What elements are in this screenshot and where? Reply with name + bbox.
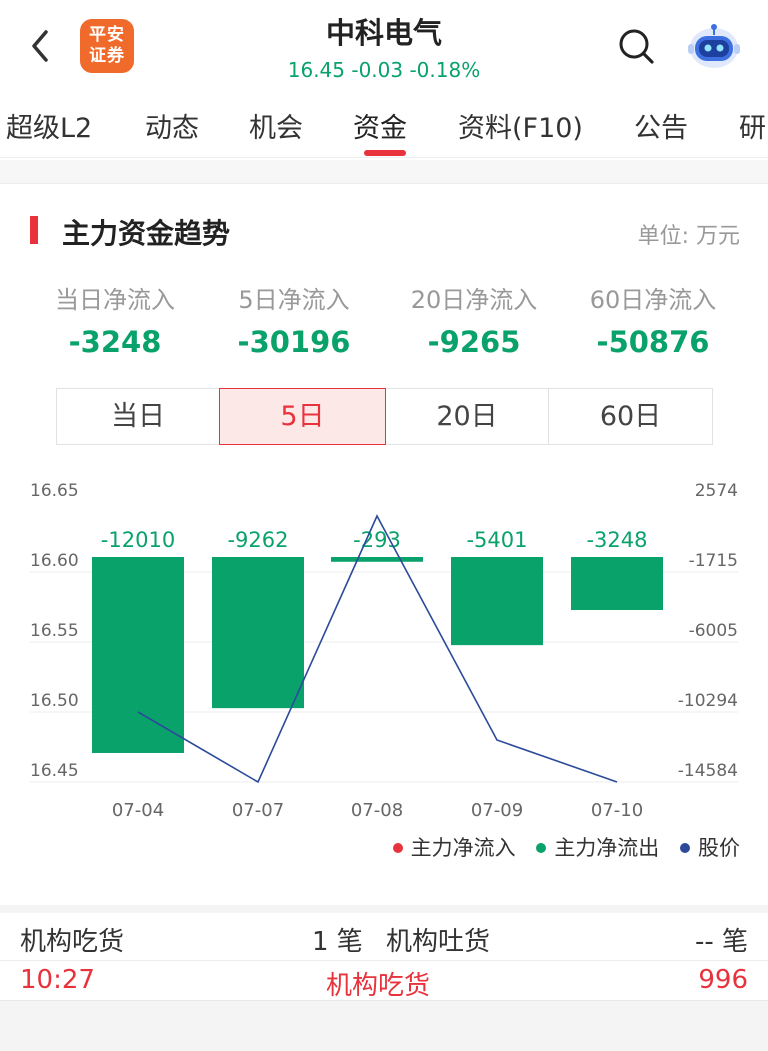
legend-dot-price [680, 842, 690, 853]
tab-funds[interactable]: 资金 [353, 113, 407, 144]
logo-text-line2: 证券 [89, 46, 125, 66]
inst-sell-label: 机构吐货 [386, 927, 491, 957]
legend-label-outflow: 主力净流出 [554, 836, 660, 860]
outflow-bar [571, 557, 663, 611]
x-axis-tick: 07-04 [112, 800, 164, 821]
left-axis-tick: 16.55 [30, 621, 79, 641]
logo-text-line1: 平安 [89, 25, 125, 45]
stat-value: -9265 [427, 325, 521, 359]
stat-value: -3248 [68, 325, 162, 359]
right-axis-tick: -14584 [678, 761, 738, 781]
fund-flow-chart: 16.65 16.60 16.55 16.50 16.45 2574 -1715 -6005… [30, 481, 738, 821]
x-axis-tick: 07-09 [471, 800, 523, 821]
right-axis-tick: -1715 [689, 551, 738, 571]
tab-profile-f10[interactable]: 资料(F10) [458, 113, 583, 144]
section-marker [30, 216, 38, 244]
period-selector: 当日 5日 20日 60日 [56, 388, 713, 445]
stock-name: 中科电气 [325, 16, 442, 50]
institution-record-row[interactable]: 10:27 机构吃货 996 [0, 961, 768, 1003]
inst-sell-count: -- 笔 [694, 927, 748, 957]
legend-dot-inflow [392, 842, 403, 853]
search-icon [619, 29, 654, 64]
broker-logo[interactable]: 平安 证券 [80, 19, 134, 73]
institution-summary-row: 机构吃货 1 笔 机构吐货 -- 笔 [0, 913, 768, 961]
bar-value-labels: -12010 -9262 -293 -5401 -3248 [101, 528, 648, 552]
chevron-left-icon [32, 30, 48, 62]
bar-value-label: -12010 [101, 528, 175, 552]
stat-label: 当日净流入 [55, 286, 175, 314]
x-axis-tick: 07-08 [351, 800, 403, 821]
tab-announcements[interactable]: 公告 [634, 113, 688, 144]
section-title: 主力资金趋势 [62, 217, 231, 250]
back-button[interactable] [24, 24, 60, 68]
chart-legend: 主力净流入 主力净流出 股价 [379, 832, 740, 862]
outflow-bar [212, 557, 304, 709]
period-tab-20d[interactable]: 20日 [386, 389, 549, 444]
right-axis-tick: -6005 [689, 621, 738, 641]
left-axis-tick: 16.45 [30, 761, 79, 781]
inst-buy-label: 机构吃货 [20, 927, 125, 957]
outflow-bar [451, 557, 543, 646]
left-axis: 16.65 16.60 16.55 16.50 16.45 [30, 481, 79, 781]
price-line [137, 514, 618, 784]
price-line-series [137, 514, 618, 784]
top-nav-bar: 平安 证券 中科电气 16.45 -0.03 -0.18% [0, 0, 768, 90]
period-tab-today[interactable]: 当日 [57, 389, 220, 444]
stat-label: 20日净流入 [410, 286, 538, 314]
outflow-bar [331, 557, 423, 562]
bar-value-label: -293 [353, 528, 401, 552]
x-axis-tick: 07-07 [232, 800, 284, 821]
legend-label-inflow: 主力净流入 [410, 836, 516, 860]
stat-label: 60日净流入 [589, 286, 717, 314]
bar-value-label: -3248 [586, 528, 647, 552]
outflow-bar [92, 557, 184, 753]
main-tabs: 超级L2 动态 机会 资金 资料(F10) 公告 研 [0, 90, 768, 158]
section-divider [0, 905, 768, 913]
right-axis-tick: -10294 [678, 691, 738, 711]
left-axis-tick: 16.60 [30, 551, 79, 571]
left-axis-tick: 16.65 [30, 481, 79, 501]
ai-assistant-button[interactable] [686, 20, 742, 72]
bottom-area [0, 1000, 768, 1051]
active-tab-indicator [364, 150, 406, 156]
tab-dynamics[interactable]: 动态 [145, 113, 199, 144]
tab-research[interactable]: 研 [739, 113, 766, 144]
inst-buy-count: 1 笔 [312, 927, 363, 957]
stat-value: -50876 [596, 325, 710, 359]
bar-series [92, 557, 663, 753]
tab-super-l2[interactable]: 超级L2 [6, 113, 93, 144]
x-axis-tick: 07-10 [591, 800, 643, 821]
record-type: 机构吃货 [326, 971, 431, 1001]
record-time: 10:27 [20, 965, 95, 995]
stock-quote: 16.45 -0.03 -0.18% [287, 58, 481, 82]
unit-label: 单位: 万元 [637, 224, 740, 249]
left-axis-tick: 16.50 [30, 691, 79, 711]
tab-opportunity[interactable]: 机会 [249, 113, 303, 144]
right-axis: 2574 -1715 -6005 -10294 -14584 [678, 481, 738, 781]
x-axis: 07-04 07-07 07-08 07-09 07-10 [112, 800, 643, 821]
legend-dot-outflow [536, 842, 547, 853]
period-tab-60d[interactable]: 60日 [599, 401, 662, 432]
stat-value: -30196 [237, 325, 351, 359]
legend-label-price: 股价 [698, 836, 740, 860]
search-button[interactable] [614, 24, 658, 68]
bar-value-label: -9262 [227, 528, 288, 552]
right-axis-tick: 2574 [695, 481, 738, 501]
section-divider [0, 160, 768, 184]
bar-value-label: -5401 [466, 528, 527, 552]
record-value: 996 [698, 965, 748, 995]
period-tab-5d[interactable]: 5日 [219, 388, 386, 445]
robot-icon [688, 24, 740, 68]
stat-label: 5日净流入 [238, 286, 350, 314]
